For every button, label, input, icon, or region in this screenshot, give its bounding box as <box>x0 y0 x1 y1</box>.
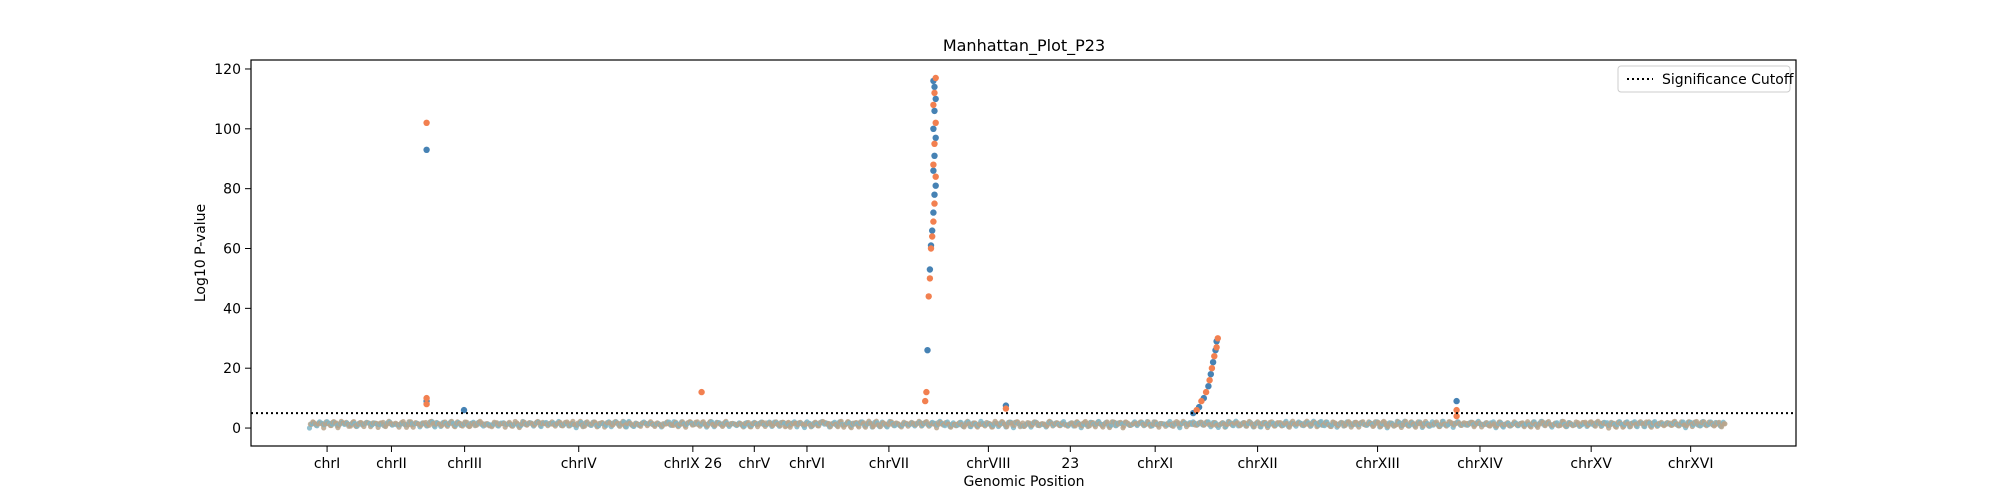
data-point <box>1205 383 1212 390</box>
y-tick-label: 120 <box>214 62 241 78</box>
data-point <box>1453 412 1460 420</box>
data-point <box>1202 388 1210 396</box>
plot-frame <box>250 59 1797 447</box>
x-tick-label: chrXV <box>1570 456 1612 472</box>
data-point <box>1213 344 1220 351</box>
data-point <box>1193 406 1200 414</box>
x-tick-label: chrIX 26 <box>664 456 722 472</box>
data-point <box>929 227 936 234</box>
chart-title: Manhattan_Plot_P23 <box>943 36 1105 56</box>
x-tick-label: chrVIII <box>966 456 1010 472</box>
data-point <box>931 83 938 91</box>
legend-box <box>1617 65 1791 93</box>
data-point <box>925 293 932 300</box>
data-point <box>460 406 468 414</box>
data-point <box>932 95 939 103</box>
data-point <box>926 266 934 273</box>
legend-label: Significance Cutoff <box>1662 72 1794 88</box>
data-point <box>423 119 430 127</box>
x-tick-label: chrVII <box>869 456 909 472</box>
data-point <box>932 134 939 141</box>
data-point <box>932 119 939 127</box>
data-point <box>930 218 937 225</box>
data-point <box>924 347 931 354</box>
data-point <box>923 388 930 396</box>
x-tick-label: chrXIII <box>1355 456 1399 472</box>
data-point <box>932 173 939 180</box>
data-point <box>1208 365 1216 372</box>
data-point <box>1453 406 1460 414</box>
x-tick-label: chrIV <box>561 456 597 472</box>
data-point <box>929 233 936 240</box>
data-point <box>423 400 430 408</box>
data-point <box>926 275 934 282</box>
data-point <box>922 397 929 405</box>
data-point <box>932 74 939 82</box>
data-point <box>423 146 430 153</box>
x-tick-label: chrI <box>314 456 340 472</box>
plot-area <box>251 74 1796 431</box>
y-tick-label: 100 <box>214 122 241 138</box>
y-tick-label: 40 <box>223 301 241 317</box>
x-tick-label: chrXI <box>1137 456 1173 472</box>
data-point <box>930 209 937 216</box>
data-point <box>1206 377 1213 384</box>
data-point <box>1211 353 1218 360</box>
y-tick-label: 80 <box>223 182 241 198</box>
y-tick-label: 0 <box>232 421 241 437</box>
data-point <box>698 388 705 396</box>
data-point <box>1207 371 1215 378</box>
x-tick-label: chrV <box>738 456 770 472</box>
data-point <box>1002 405 1010 412</box>
x-tick-label: chrXII <box>1237 456 1277 472</box>
y-axis-label: Log10 P-value <box>193 204 209 302</box>
baseline-point <box>1722 421 1728 427</box>
legend: Significance Cutoff <box>1617 65 1794 93</box>
data-point <box>931 200 938 207</box>
data-point <box>423 394 430 402</box>
data-point <box>931 140 938 147</box>
y-axis: 0 20 40 60 80 100 120 <box>214 62 251 437</box>
data-point <box>927 245 935 252</box>
data-point <box>1214 335 1222 342</box>
y-tick-label: 20 <box>223 361 241 377</box>
data-point <box>1209 359 1217 366</box>
data-point <box>931 89 938 97</box>
data-point <box>930 167 937 174</box>
data-point <box>1198 397 1205 405</box>
data-point <box>930 101 937 109</box>
data-point <box>931 191 938 198</box>
x-tick-label: chrII <box>376 456 407 472</box>
x-axis-label: Genomic Position <box>963 474 1084 490</box>
data-point <box>932 182 939 189</box>
data-point <box>1453 397 1460 405</box>
x-tick-label: 23 <box>1061 456 1079 472</box>
x-tick-label: chrXIV <box>1457 456 1503 472</box>
data-point <box>930 125 937 132</box>
data-point <box>931 107 938 115</box>
x-tick-label: chrXVI <box>1668 456 1714 472</box>
x-tick-label: chrIII <box>447 456 482 472</box>
data-point <box>930 161 937 168</box>
data-point <box>931 152 938 159</box>
x-axis: chrI chrII chrIII chrIV chrIX 26 chrV chrVI chr… <box>314 446 1714 472</box>
x-tick-label: chrVI <box>789 456 825 472</box>
y-tick-label: 60 <box>223 242 241 258</box>
